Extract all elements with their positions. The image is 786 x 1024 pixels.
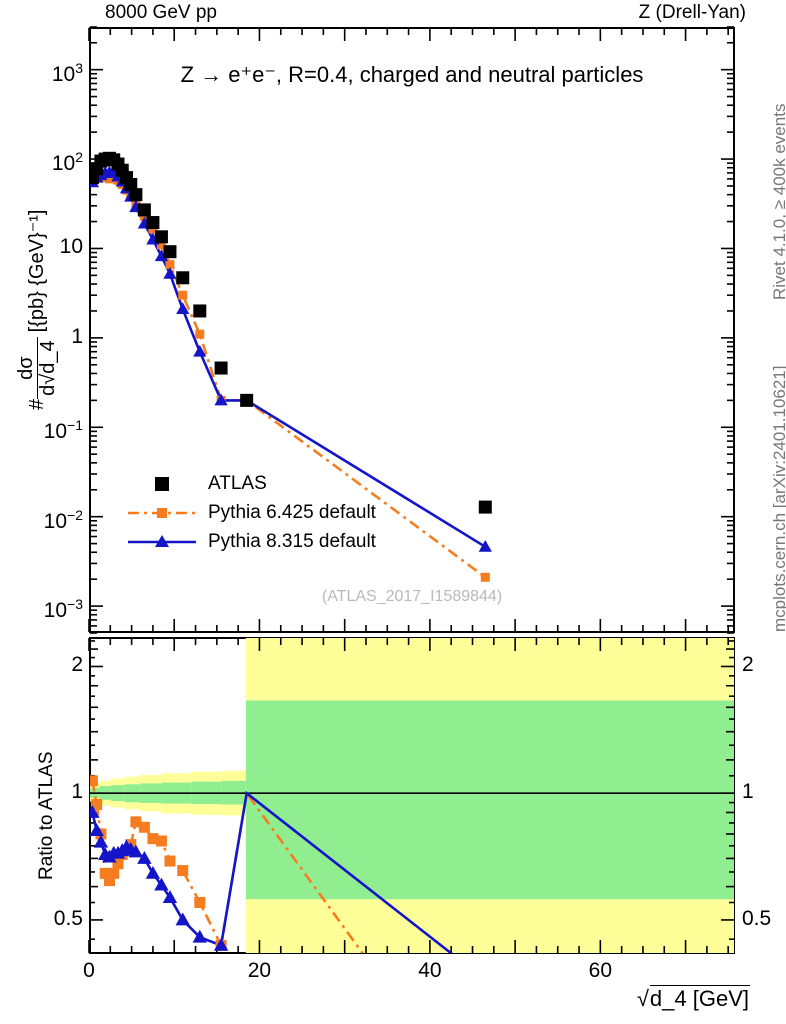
- caption-mcplots: mcplots.cern.ch [arXiv:2401.10621]: [770, 365, 786, 632]
- legend-key-2: [128, 508, 196, 518]
- legend-item[interactable]: Pythia 8.315 default: [126, 528, 426, 557]
- ratio-y-axis-title: Ratio to ATLAS: [36, 751, 57, 881]
- tick-exponent: −1: [67, 417, 83, 434]
- tick-exponent: 2: [75, 149, 83, 166]
- legend: ATLAS Pythia 6.425 default Pythia 8.315 de…: [126, 470, 426, 557]
- tick-exponent: 3: [75, 59, 83, 76]
- main-y-tick-label: 102: [52, 147, 83, 174]
- y-axis-denominator: d√d_4: [37, 340, 59, 396]
- x-tick-label: 40: [418, 959, 442, 982]
- ratio-y-tick-label-left: 0.5: [53, 906, 83, 930]
- header-beam-energy: 8000 GeV pp: [105, 2, 217, 23]
- legend-key-1: [155, 477, 169, 491]
- x-axis-label-base: d_4 [GeV]: [649, 985, 750, 1011]
- legend-label: Pythia 6.425 default: [208, 502, 376, 523]
- ratio-y-tick-label-right: 1: [742, 780, 754, 804]
- x-tick-label: 20: [247, 959, 272, 982]
- main-y-tick-label: 10−1: [44, 415, 83, 442]
- main-y-tick-label: 10−3: [44, 594, 83, 621]
- analysis-id-watermark: (ATLAS_2017_I1589844): [321, 588, 503, 605]
- x-tick-label: 60: [588, 959, 613, 982]
- ratio-y-tick-label-right: 0.5: [742, 906, 772, 930]
- x-axis-title: √d_4 [GeV]: [636, 985, 750, 1012]
- tick-exponent: −3: [67, 596, 83, 613]
- y-axis-hash: #: [26, 398, 49, 410]
- ratio-y-tick-label-left: 1: [71, 780, 83, 804]
- ratio-y-tick-label-left: 2: [71, 653, 83, 677]
- legend-label: Pythia 8.315 default: [208, 531, 376, 552]
- header-process: Z (Drell-Yan): [638, 2, 746, 23]
- tick-mantissa: 10: [51, 152, 76, 176]
- ratio-axis-ticks: [88, 638, 734, 953]
- y-axis-units: [{pb} {GeV}⁻¹]: [26, 209, 49, 333]
- tick-mantissa: 10: [59, 235, 83, 259]
- tick-mantissa: 10: [43, 509, 68, 533]
- tick-mantissa: 10: [51, 62, 76, 86]
- main-y-tick-label: 1: [71, 326, 83, 347]
- tick-mantissa: 1: [71, 324, 83, 348]
- tick-mantissa: 10: [43, 599, 68, 623]
- legend-key-3: [128, 535, 196, 547]
- main-y-tick-label: 103: [52, 58, 83, 85]
- ratio-markers-pythia8: [90, 805, 229, 951]
- plot-subtitle: Z → e⁺e⁻, R=0.4, charged and neutral par…: [180, 62, 644, 87]
- tick-mantissa: 10: [43, 420, 68, 444]
- x-tick-label: 0: [83, 959, 95, 982]
- legend-item[interactable]: Pythia 6.425 default: [126, 499, 426, 528]
- ratio-uncertainty-bands: [90, 638, 734, 953]
- caption-rivet: Rivet 4.1.0, ≥ 400k events: [770, 103, 786, 300]
- x-axis-sqrt-glyph: √: [636, 986, 649, 1011]
- legend-label: ATLAS: [208, 473, 267, 494]
- main-y-tick-label: 10−2: [44, 505, 83, 532]
- ratio-y-tick-label-right: 2: [742, 653, 754, 677]
- main-y-axis-title: # dσ d√d_4 [{pb} {GeV}⁻¹]: [15, 209, 59, 410]
- main-y-tick-label: 10: [60, 236, 83, 257]
- y-axis-numerator: dσ: [15, 337, 38, 399]
- tick-exponent: −2: [67, 506, 83, 523]
- y-axis-fraction: dσ d√d_4: [15, 337, 59, 399]
- legend-item[interactable]: ATLAS: [126, 470, 426, 499]
- main-markers-atlas: [90, 151, 492, 514]
